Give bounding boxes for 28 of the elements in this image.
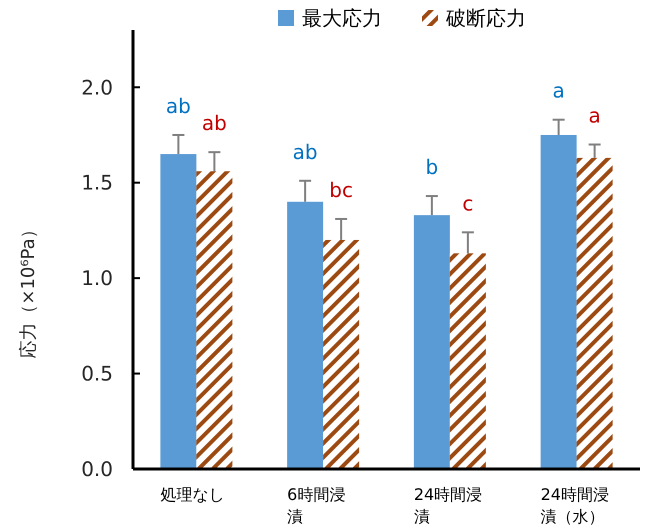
- y-tick-label: 0.5: [81, 362, 113, 386]
- data-label: bc: [329, 178, 353, 202]
- x-tick-label: 処理なし: [160, 484, 226, 506]
- y-tick-label: 1.0: [81, 266, 113, 290]
- legend-label: 最大応力: [302, 6, 382, 30]
- bar: [160, 154, 196, 469]
- y-tick-label: 1.5: [81, 170, 113, 195]
- data-label: a: [552, 78, 565, 103]
- bar: [576, 158, 613, 469]
- bar: [540, 134, 577, 469]
- legend-label: 破断応力: [445, 6, 526, 30]
- data-label: ab: [166, 94, 191, 118]
- bar: [450, 253, 486, 469]
- data-label: ab: [202, 111, 227, 136]
- bar: [323, 240, 360, 469]
- data-label: ab: [292, 140, 318, 164]
- x-tick-label: 24時間浸漬（水）: [540, 484, 610, 528]
- x-tick-label: 6時間浸漬: [287, 484, 346, 528]
- bar: [287, 202, 324, 469]
- data-label: c: [462, 191, 474, 216]
- x-tick-label: 24時間浸漬: [414, 484, 484, 528]
- y-tick-label: 2.0: [81, 75, 113, 100]
- data-label: a: [588, 104, 601, 128]
- bar: [414, 215, 450, 469]
- y-axis-title: 応力（×10⁶Pa）: [18, 220, 39, 359]
- bar: [196, 171, 232, 469]
- y-tick-label: 0.0: [81, 457, 113, 481]
- data-label: b: [426, 155, 438, 180]
